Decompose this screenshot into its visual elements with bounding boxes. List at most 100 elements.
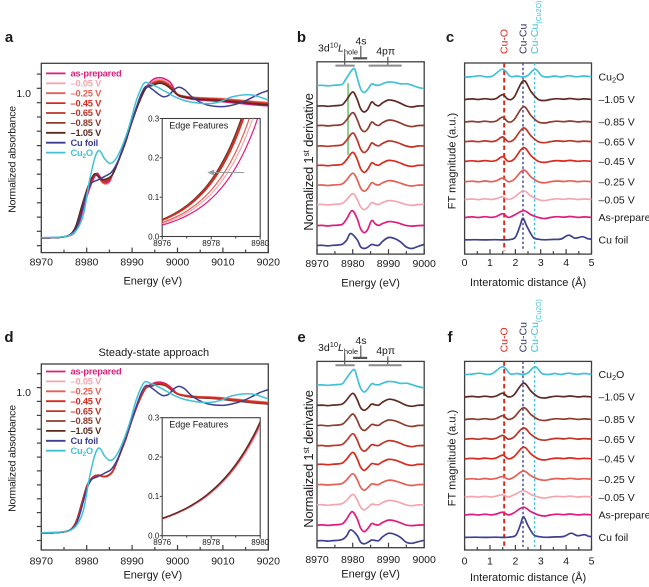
svg-text:Normalized absorbance: Normalized absorbance <box>7 106 19 213</box>
svg-text:8980: 8980 <box>341 554 365 566</box>
svg-text:9010: 9010 <box>211 257 235 269</box>
svg-text:4: 4 <box>563 556 569 568</box>
svg-text:1: 1 <box>487 556 493 568</box>
svg-text:9000: 9000 <box>166 257 190 269</box>
svg-text:Cu-O: Cu-O <box>499 327 511 352</box>
svg-text:–0.85 V: –0.85 V <box>599 414 635 426</box>
svg-text:Energy (eV): Energy (eV) <box>341 569 400 581</box>
svg-text:Edge Features: Edge Features <box>169 120 229 130</box>
svg-text:–0.65 V: –0.65 V <box>71 406 103 416</box>
svg-text:9020: 9020 <box>257 257 281 269</box>
svg-text:5: 5 <box>589 257 595 269</box>
svg-text:0.3: 0.3 <box>148 114 160 123</box>
svg-text:Cu2O: Cu2O <box>71 446 93 458</box>
svg-text:2: 2 <box>512 556 518 568</box>
svg-text:4s: 4s <box>355 35 366 47</box>
svg-text:Cu foil: Cu foil <box>71 138 99 148</box>
svg-text:Interatomic distance (Å): Interatomic distance (Å) <box>470 276 586 289</box>
svg-text:4pπ: 4pπ <box>376 345 395 357</box>
svg-text:Cu foil: Cu foil <box>71 436 99 446</box>
svg-text:–0.25 V: –0.25 V <box>599 177 635 189</box>
svg-text:–0.45 V: –0.45 V <box>71 396 103 406</box>
svg-text:e: e <box>297 329 305 346</box>
svg-text:Normalized 1st derivative: Normalized 1st derivative <box>301 390 317 527</box>
svg-text:–1.05 V: –1.05 V <box>71 128 103 138</box>
svg-text:Cu2O: Cu2O <box>599 369 625 382</box>
svg-text:a: a <box>5 29 14 46</box>
svg-text:–0.65 V: –0.65 V <box>599 434 635 446</box>
svg-text:5: 5 <box>589 556 595 568</box>
svg-text:–0.05 V: –0.05 V <box>71 377 103 387</box>
svg-text:–0.25 V: –0.25 V <box>71 387 103 397</box>
svg-text:b: b <box>297 29 306 46</box>
svg-text:0.2: 0.2 <box>148 453 160 462</box>
svg-text:2: 2 <box>512 257 518 269</box>
svg-text:f: f <box>448 329 454 346</box>
svg-text:–1.05 V: –1.05 V <box>71 426 103 436</box>
svg-text:1: 1 <box>487 257 493 269</box>
svg-text:8978: 8978 <box>202 538 220 547</box>
svg-text:Normalized 1st derivative: Normalized 1st derivative <box>301 93 317 230</box>
svg-text:8990: 8990 <box>120 556 144 568</box>
svg-text:9020: 9020 <box>257 556 281 568</box>
svg-text:Energy (eV): Energy (eV) <box>123 570 182 582</box>
svg-text:4s: 4s <box>355 335 366 347</box>
svg-text:1.0: 1.0 <box>16 387 31 399</box>
svg-text:–0.85 V: –0.85 V <box>71 416 103 426</box>
svg-text:8976: 8976 <box>153 538 171 547</box>
svg-text:Cu-Cu: Cu-Cu <box>518 23 530 54</box>
svg-text:0: 0 <box>462 257 468 269</box>
svg-text:Cu-O: Cu-O <box>499 29 511 54</box>
svg-text:–1.05 V: –1.05 V <box>599 392 635 404</box>
svg-text:c: c <box>446 29 454 46</box>
svg-text:as-prepared: as-prepared <box>71 69 123 79</box>
svg-text:0.0: 0.0 <box>148 532 160 541</box>
svg-text:–0.45 V: –0.45 V <box>71 98 103 108</box>
svg-text:d: d <box>4 329 13 346</box>
svg-text:4pπ: 4pπ <box>376 45 395 57</box>
svg-text:0.0: 0.0 <box>148 232 160 241</box>
svg-text:FT magnitude (a.u.): FT magnitude (a.u.) <box>447 410 459 506</box>
svg-text:FT magnitude (a.u.): FT magnitude (a.u.) <box>447 113 459 209</box>
svg-text:8970: 8970 <box>30 257 54 269</box>
svg-text:0.1: 0.1 <box>148 193 160 202</box>
svg-text:–0.05 V: –0.05 V <box>599 194 635 206</box>
svg-text:–0.25 V: –0.25 V <box>71 88 103 98</box>
svg-text:As-prepared: As-prepared <box>599 510 649 522</box>
svg-text:–0.45 V: –0.45 V <box>599 454 635 466</box>
svg-text:Edge Features: Edge Features <box>169 420 229 430</box>
svg-text:–0.85 V: –0.85 V <box>71 118 103 128</box>
svg-text:Energy (eV): Energy (eV) <box>341 278 400 290</box>
svg-text:0: 0 <box>462 556 468 568</box>
svg-text:4: 4 <box>563 257 569 269</box>
svg-text:8990: 8990 <box>377 258 401 270</box>
svg-text:8980: 8980 <box>341 258 365 270</box>
svg-text:8970: 8970 <box>305 258 329 270</box>
svg-text:8980: 8980 <box>75 556 99 568</box>
svg-text:8970: 8970 <box>30 556 54 568</box>
svg-text:8978: 8978 <box>202 239 220 248</box>
svg-text:Interatomic distance (Å): Interatomic distance (Å) <box>470 571 586 584</box>
svg-text:1.0: 1.0 <box>16 88 31 100</box>
svg-text:Cu2O: Cu2O <box>71 148 93 160</box>
svg-text:As-prepared: As-prepared <box>599 212 649 224</box>
svg-text:9010: 9010 <box>211 556 235 568</box>
svg-text:Cu2O: Cu2O <box>599 72 625 85</box>
svg-text:Cu-Cu: Cu-Cu <box>518 322 530 353</box>
svg-text:Energy (eV): Energy (eV) <box>123 276 182 288</box>
svg-text:8990: 8990 <box>120 257 144 269</box>
svg-text:9000: 9000 <box>413 258 437 270</box>
svg-text:Normalized absorbance: Normalized absorbance <box>7 405 19 512</box>
svg-text:3: 3 <box>538 257 544 269</box>
svg-text:9000: 9000 <box>413 554 437 566</box>
svg-text:0.2: 0.2 <box>148 154 160 163</box>
svg-text:–0.05 V: –0.05 V <box>71 79 103 89</box>
svg-text:–0.65 V: –0.65 V <box>71 108 103 118</box>
svg-text:8980: 8980 <box>75 257 99 269</box>
svg-text:0.3: 0.3 <box>148 414 160 423</box>
svg-text:as-prepared: as-prepared <box>71 367 123 377</box>
svg-text:–0.65 V: –0.65 V <box>599 136 635 148</box>
svg-text:–0.25 V: –0.25 V <box>599 474 635 486</box>
svg-text:8970: 8970 <box>305 554 329 566</box>
svg-text:8980: 8980 <box>251 538 269 547</box>
